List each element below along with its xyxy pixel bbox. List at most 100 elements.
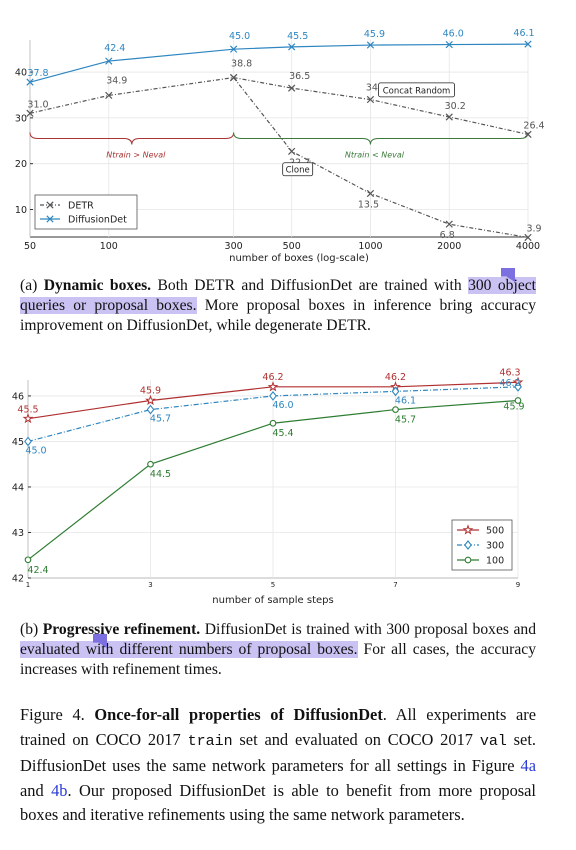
data-label-100: 42.4 [27,565,48,576]
legend-label: DETR [68,201,94,212]
x-axis-label: number of sample steps [212,595,333,606]
y-tick-label: 42 [12,574,24,585]
data-label-300: 45.7 [150,414,171,425]
data-point-detr [366,189,375,198]
data-point-100 [24,556,32,564]
data-label-100: 45.7 [395,415,416,426]
data-point-concat-random [445,113,453,121]
data-point-diffusiondet [524,40,532,48]
legend-box [34,194,138,230]
data-point-diffusiondet [288,43,296,51]
data-label-diffusiondet: 46.1 [513,28,534,39]
legend-marker [46,215,54,223]
data-point-300 [24,436,32,447]
legend-label: DiffusionDet [68,215,127,226]
data-point-concat-random [230,73,238,82]
data-label-concat-random: 36.5 [289,71,310,82]
data-label-diffusiondet: 45.9 [364,29,385,40]
x-tick-label: 100 [100,241,118,252]
data-label-detr: 34.9 [106,75,127,86]
data-label-500: 45.9 [140,385,161,396]
x-axis-label: number of boxes (log-scale) [229,253,369,264]
chart-dynamic-boxes: 50 100 300 500 1000 2000 4000 10 20 30 40 number of… [15,28,545,264]
caption-b-text-2: For all cases, the accuracy increases wi… [20,641,536,678]
caption-b: (b) Progressive refinement. DiffusionDet… [20,620,536,680]
data-point-diffusiondet [445,40,453,49]
data-point-detr [445,220,453,228]
legend-marker [464,540,472,550]
data-label-diffusiondet: 42.4 [104,43,125,54]
figure-text-4: . Our proposed DiffusionDet is able to b… [20,780,536,825]
data-label-500: 46.3 [499,368,520,378]
x-tick-label: 3 [148,581,152,589]
x-tick-label: 1 [26,581,30,589]
x-tick-label: 1000 [358,241,382,252]
x-tick-label: 300 [225,241,243,252]
y-tick-label: 44 [12,482,24,493]
data-point-detr [288,147,296,155]
data-point-detr [524,233,532,242]
data-label-detr: 31.0 [27,99,48,110]
x-tick-label: 2000 [437,241,461,252]
data-point-100 [514,397,522,404]
data-point-500 [267,381,279,392]
y-tick-label: 40 [15,68,27,79]
data-label-detr: 38.8 [231,59,252,70]
data-point-diffusiondet [105,57,113,65]
data-point-diffusiondet [26,78,34,86]
caption-b-highlight[interactable]: evaluated with different numbers of prop… [20,641,358,658]
caption-b-title: Progressive refinement. [42,621,201,638]
data-point-100 [147,460,154,468]
figure-ref-4b[interactable]: 4b [51,780,68,800]
y-tick-label: 45 [12,437,24,448]
data-label-detr: 13.5 [358,199,379,210]
y-tick-label: 46 [12,391,24,402]
data-label-concat-random: 30.2 [445,101,466,112]
legend-marker [462,524,474,535]
figure-text-2: set and evaluated on COCO 2017 [239,729,473,749]
concat-random-label: Concat Random [383,86,451,96]
data-point-300 [514,381,522,392]
caption-a-text-1: Both DETR and DiffusionDet are trained w… [157,277,462,294]
data-point-detr [26,109,34,117]
figure-ref-4a[interactable]: 4a [520,756,536,775]
x-tick-label: 5 [271,581,275,589]
y-tick-label: 43 [12,528,24,539]
x-tick-label: 50 [24,241,36,252]
caption-b-text-1: DiffusionDet is trained with 300 proposa… [204,621,537,638]
clone-box [282,162,314,177]
concat-random-box [378,82,455,98]
figure-caption: Figure 4. Once-for-all properties of Dif… [20,703,536,828]
figure-text-3: set. DiffusionDet uses the same network … [20,729,536,776]
data-label-diffusiondet: 45.5 [287,31,308,42]
legend-label: 300 [486,541,504,552]
x-tick-label: 500 [283,241,301,252]
data-point-300 [269,391,277,401]
y-tick-label: 20 [15,159,27,170]
region-left-label: Ntrain > Neval [106,151,166,160]
caption-a: (a) Dynamic boxes. Both DETR and Diffusi… [20,276,536,336]
figure-text-and: and [20,780,44,800]
data-label-300: 46.0 [272,400,293,411]
caption-a-label: (a) [20,277,38,294]
data-point-diffusiondet [366,41,375,49]
data-label-diffusiondet: 46.0 [443,29,464,40]
legend-marker [464,556,472,564]
code-train: train [187,732,233,750]
code-val: val [479,732,507,750]
caption-b-label: (b) [20,621,39,638]
chart-progressive-refinement: 1 3 5 7 9 42 43 44 45 46 number of sample steps 45.… [12,368,525,606]
data-label-500: 46.2 [385,372,406,383]
data-label-concat-random: 34.0 [366,83,387,94]
brace-left [29,132,235,145]
data-label-500: 46.2 [262,372,283,383]
series-line-300 [27,386,519,443]
data-label-diffusiondet: 45.0 [229,31,250,42]
x-tick-label: 4000 [516,241,540,252]
data-label-500: 45.5 [17,405,38,416]
clone-label: Clone [286,165,310,175]
data-point-100 [392,406,399,413]
x-tick-label: 9 [516,581,520,589]
figure-label: Figure 4. [20,705,85,724]
figure-text-1: . All experiments are trained on COCO 20… [20,705,536,749]
